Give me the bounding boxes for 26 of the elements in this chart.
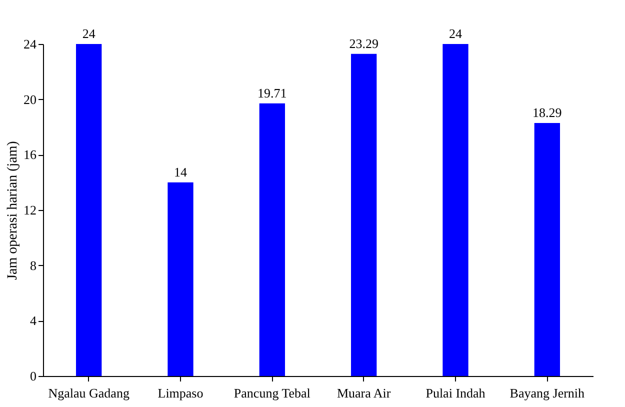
x-tick-label: Pulai Indah bbox=[426, 386, 486, 400]
bar bbox=[534, 122, 560, 376]
x-tick-label: Limpaso bbox=[158, 386, 204, 400]
x-tick-label: Pancung Tebal bbox=[234, 386, 311, 400]
y-tick-label: 12 bbox=[24, 202, 36, 218]
data-label: 24 bbox=[82, 26, 96, 41]
bar bbox=[442, 44, 468, 376]
y-axis-title: Jam operasi harian (jam) bbox=[6, 140, 20, 280]
y-tick-label: 0 bbox=[30, 368, 36, 384]
y-tick-label: 24 bbox=[24, 36, 37, 52]
y-tick-label: 20 bbox=[24, 92, 36, 107]
x-tick-label: Muara Air bbox=[336, 386, 392, 400]
x-tick-label: Bayang Jernih bbox=[510, 386, 586, 400]
data-label: 14 bbox=[174, 164, 188, 180]
bar bbox=[168, 182, 194, 376]
y-tick-label: 16 bbox=[24, 147, 37, 162]
bar bbox=[351, 54, 377, 376]
x-tick-label: Ngalau Gadang bbox=[48, 386, 130, 400]
y-tick-label: 8 bbox=[30, 258, 36, 273]
bar bbox=[259, 103, 285, 376]
y-tick-label: 4 bbox=[30, 313, 37, 328]
bar bbox=[76, 44, 102, 376]
data-label: 23.29 bbox=[349, 36, 378, 51]
data-label: 19.71 bbox=[258, 85, 287, 100]
data-label: 24 bbox=[449, 26, 462, 41]
data-label: 18.29 bbox=[532, 104, 562, 120]
